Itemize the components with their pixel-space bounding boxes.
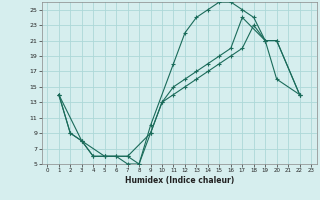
X-axis label: Humidex (Indice chaleur): Humidex (Indice chaleur)	[124, 176, 234, 185]
